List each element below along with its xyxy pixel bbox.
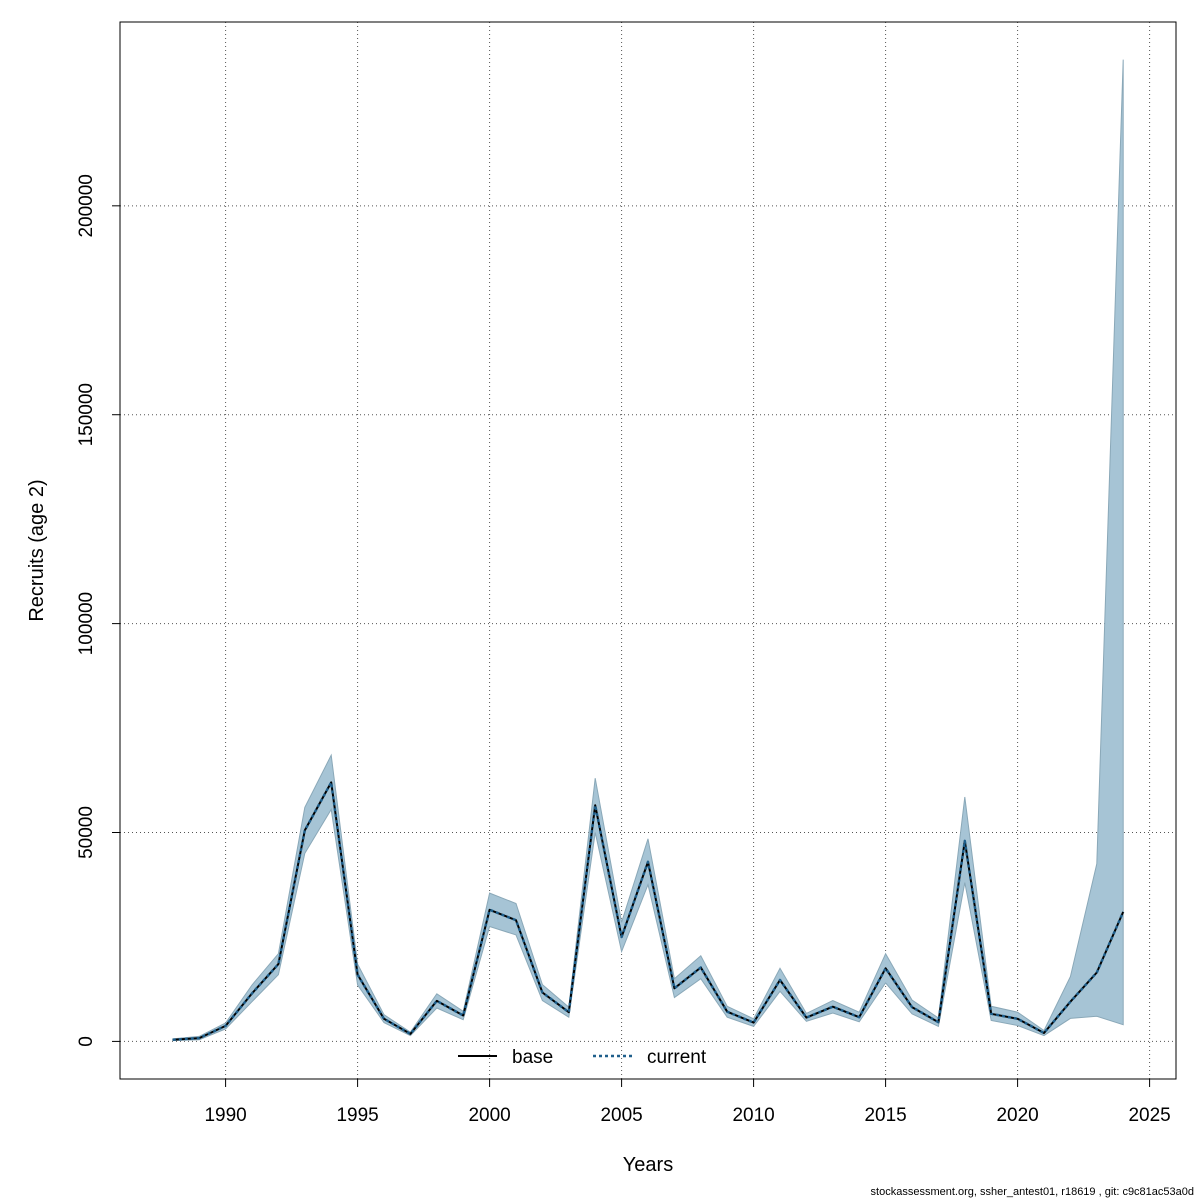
y-tick-label-0: 0 [76, 1036, 97, 1047]
x-tick-label-0: 1990 [204, 1105, 246, 1126]
footer-credit: stockassessment.org, ssher_antest01, r18… [871, 1186, 1194, 1198]
x-tick-label-3: 2005 [600, 1105, 642, 1126]
x-tick-label-4: 2010 [732, 1105, 774, 1126]
x-tick-label-2: 2000 [468, 1105, 510, 1126]
grid-lines [120, 22, 1176, 1079]
y-axis-title: Recruits (age 2) [26, 479, 48, 621]
y-axis: 0 50000 100000 150000 200000 [76, 174, 121, 1047]
legend: base current [458, 1047, 707, 1068]
confidence-band [172, 59, 1124, 1042]
x-axis: 1990 1995 2000 2005 2010 2015 2020 2025 [204, 1078, 1171, 1126]
x-axis-title: Years [623, 1154, 673, 1176]
y-tick-label-2: 100000 [76, 592, 97, 655]
legend-label-current: current [647, 1047, 707, 1068]
series-line-current [172, 781, 1125, 1041]
y-tick-label-1: 50000 [76, 806, 97, 859]
x-tick-label-1: 1995 [336, 1105, 378, 1126]
x-tick-label-6: 2020 [996, 1105, 1038, 1126]
series-lines [172, 781, 1125, 1041]
legend-label-base: base [512, 1047, 553, 1068]
x-tick-label-5: 2015 [864, 1105, 906, 1126]
y-tick-label-4: 200000 [76, 174, 97, 237]
y-tick-label-3: 150000 [76, 383, 97, 446]
x-tick-label-7: 2025 [1128, 1105, 1170, 1126]
confidence-band-area [172, 59, 1124, 1042]
